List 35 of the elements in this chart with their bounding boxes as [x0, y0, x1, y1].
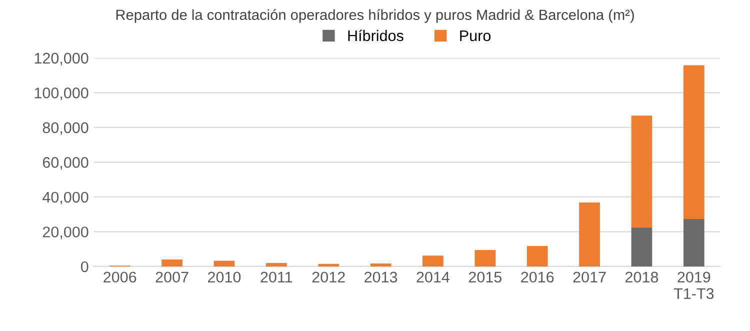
x-tick-label: 2011	[260, 272, 292, 283]
bar	[370, 264, 392, 266]
y-tick-label: 60,000	[42, 157, 88, 170]
chart-title: Reparto de la contratación operadores híbridos y puros Madrid & Barcelona (m²)	[116, 9, 634, 23]
bar	[474, 250, 496, 266]
bar	[526, 246, 548, 266]
legend-label: Híbridos	[348, 30, 404, 42]
x-tick-label: 2019 T1-T3	[674, 272, 714, 299]
bar	[318, 264, 340, 266]
x-tick-label: 2006	[104, 272, 136, 283]
y-tick-label: 100,000	[34, 88, 88, 100]
x-tick-label: 2014	[416, 272, 450, 283]
legend-label: Puro	[460, 30, 491, 42]
x-tick-label: 2010	[208, 272, 241, 283]
x-tick-label: 2012	[312, 272, 345, 283]
bar	[683, 219, 704, 266]
bar	[631, 116, 652, 228]
bar	[631, 227, 652, 266]
bar	[579, 202, 600, 266]
x-tick-label: 2013	[364, 272, 398, 283]
y-tick-label: 40,000	[42, 192, 88, 204]
bar	[162, 260, 182, 266]
bar	[683, 65, 704, 220]
y-tick-label: 20,000	[42, 226, 88, 240]
x-tick-label: 2017	[573, 272, 606, 283]
bar	[422, 256, 444, 266]
x-tick-label: 2007	[156, 272, 188, 283]
x-tick-label: 2018	[625, 272, 658, 283]
bar	[266, 262, 287, 266]
x-tick-label: 2015	[468, 272, 502, 283]
x-tick-label: 2016	[521, 272, 554, 283]
y-tick-label: 120,000	[34, 52, 88, 66]
y-tick-label: 0	[80, 261, 88, 272]
y-tick-label: 80,000	[42, 122, 88, 135]
bar	[214, 260, 235, 266]
